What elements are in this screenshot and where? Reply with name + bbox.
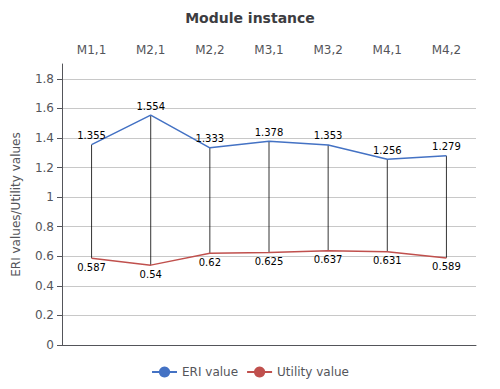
- svg-text:0.62: 0.62: [199, 257, 221, 268]
- svg-text:1.554: 1.554: [136, 101, 165, 112]
- svg-text:0.587: 0.587: [77, 262, 106, 273]
- svg-text:0.631: 0.631: [373, 255, 402, 266]
- svg-text:M2,1: M2,1: [136, 43, 165, 57]
- svg-text:0.4: 0.4: [35, 279, 54, 293]
- svg-text:ERI values/Utility values: ERI values/Utility values: [9, 132, 23, 277]
- svg-text:0.8: 0.8: [35, 220, 54, 234]
- svg-text:0.6: 0.6: [35, 249, 54, 263]
- svg-text:1.279: 1.279: [432, 141, 461, 152]
- svg-text:Module instance: Module instance: [185, 10, 315, 26]
- svg-text:0.589: 0.589: [432, 261, 461, 272]
- svg-text:M3,2: M3,2: [313, 43, 342, 57]
- svg-text:1.378: 1.378: [255, 127, 284, 138]
- svg-text:ERI value: ERI value: [182, 365, 238, 379]
- svg-text:1.8: 1.8: [35, 72, 54, 86]
- svg-text:1.2: 1.2: [35, 161, 54, 175]
- svg-text:M1,1: M1,1: [77, 43, 106, 57]
- svg-text:0.625: 0.625: [255, 256, 284, 267]
- svg-text:M2,2: M2,2: [195, 43, 224, 57]
- svg-text:1.256: 1.256: [373, 145, 402, 156]
- svg-text:1.333: 1.333: [196, 133, 225, 144]
- svg-text:1.4: 1.4: [35, 131, 54, 145]
- svg-text:M4,1: M4,1: [373, 43, 402, 57]
- svg-text:1.355: 1.355: [77, 130, 106, 141]
- svg-text:0.637: 0.637: [314, 254, 343, 265]
- svg-text:0: 0: [46, 338, 54, 352]
- svg-text:1: 1: [46, 190, 54, 204]
- svg-text:Utility value: Utility value: [277, 365, 349, 379]
- svg-text:M4,2: M4,2: [432, 43, 461, 57]
- svg-text:0.2: 0.2: [35, 308, 54, 322]
- svg-text:0.54: 0.54: [140, 269, 162, 280]
- svg-text:1.6: 1.6: [35, 101, 54, 115]
- svg-text:1.353: 1.353: [314, 130, 343, 141]
- svg-text:M3,1: M3,1: [254, 43, 283, 57]
